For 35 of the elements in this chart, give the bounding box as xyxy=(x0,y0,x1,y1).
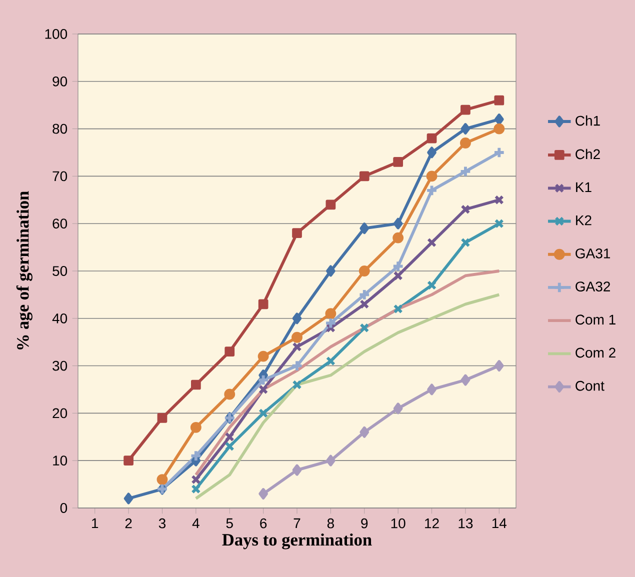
y-tick-label: 90 xyxy=(52,76,68,86)
x-tick-label: 9 xyxy=(361,518,368,528)
y-tick-label: 50 xyxy=(52,266,68,276)
y-tick-label: 100 xyxy=(45,29,68,39)
y-tick-label: 20 xyxy=(52,408,68,418)
legend-label: GA32 xyxy=(576,282,610,292)
y-tick-label: 0 xyxy=(60,503,68,513)
y-tick-label: 70 xyxy=(52,171,68,182)
y-tick-label: 30 xyxy=(52,360,68,371)
legend-label: Ch2 xyxy=(576,148,600,160)
legend-label: K2 xyxy=(576,215,592,226)
x-axis-title: Days to germination xyxy=(222,533,372,550)
legend-label: K1 xyxy=(576,182,592,192)
x-tick-label: 12 xyxy=(425,518,439,528)
legend-label: GA31 xyxy=(576,248,610,258)
x-tick-label: 6 xyxy=(260,518,267,528)
legend-label: Cont xyxy=(576,380,604,391)
x-tick-label: 7 xyxy=(294,518,300,528)
x-tick-label: 4 xyxy=(192,518,200,528)
y-axis-title: % age of germination xyxy=(16,191,32,350)
legend-label: Com 1 xyxy=(576,314,616,325)
x-tick-label: 10 xyxy=(391,518,406,528)
y-tick-label: 80 xyxy=(52,124,68,134)
legend-label: Com 2 xyxy=(576,348,616,358)
x-tick-label: 13 xyxy=(458,518,473,528)
y-tick-label: 60 xyxy=(52,218,68,229)
x-tick-label: 3 xyxy=(158,518,166,528)
y-tick-label: 10 xyxy=(53,456,68,466)
x-tick-label: 8 xyxy=(327,518,334,528)
x-tick-label: 2 xyxy=(125,518,132,528)
legend-label: Ch1 xyxy=(576,115,600,126)
x-tick-label: 1 xyxy=(92,518,98,528)
y-tick-label: 40 xyxy=(52,313,68,324)
x-tick-label: 14 xyxy=(492,518,507,528)
x-tick-label: 5 xyxy=(226,518,233,528)
